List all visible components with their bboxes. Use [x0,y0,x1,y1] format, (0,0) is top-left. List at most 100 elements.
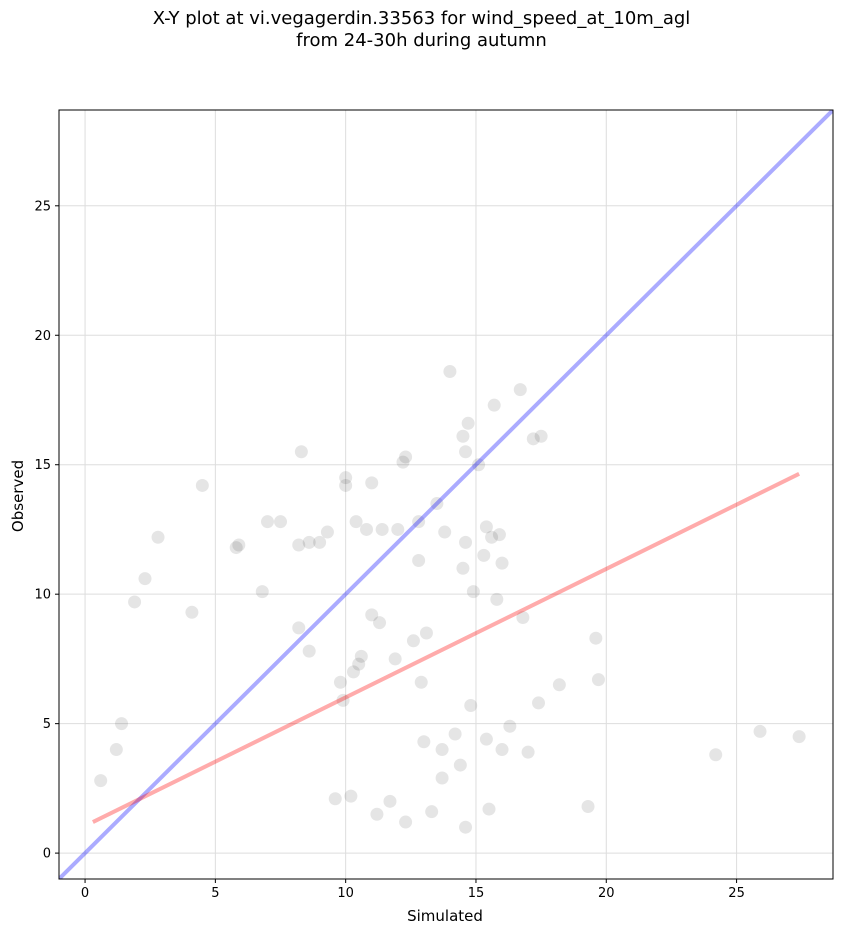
data-point [503,719,517,733]
data-point [109,743,123,757]
data-point [388,652,402,666]
data-point [435,771,449,785]
data-point [333,675,347,689]
data-point [552,678,566,692]
data-point [138,572,152,586]
data-point [477,548,491,562]
data-point [456,429,470,443]
data-point [456,561,470,575]
data-point [464,699,478,713]
x-tick-label: 25 [728,886,745,901]
y-tick-label: 25 [34,199,51,214]
data-point [438,525,452,539]
data-point [412,554,426,568]
data-point [336,693,350,707]
data-point [709,748,723,762]
y-axis-label: Observed [9,460,27,532]
data-point [255,585,269,599]
data-point [128,595,142,609]
data-points [94,365,806,834]
y-axis-ticks: 0 5 10 15 20 25 [34,199,59,862]
data-point [396,455,410,469]
chart-title-line-1: X-Y plot at vi.vegagerdin.33563 for wind… [152,8,691,29]
data-point [425,805,439,819]
data-point [443,365,457,379]
data-point [370,807,384,821]
data-point [302,535,316,549]
data-point [591,673,605,687]
data-point [373,616,387,630]
data-point [346,665,360,679]
data-point [419,626,433,640]
data-point [526,432,540,446]
data-point [302,644,316,658]
data-point [232,538,246,552]
data-point [383,794,397,808]
data-point [352,657,366,671]
data-point [294,445,308,459]
data-point [339,478,353,492]
data-point [453,758,467,772]
x-axis-label: Simulated [407,907,483,925]
identity-line [59,110,833,879]
data-point [466,585,480,599]
data-point [495,556,509,570]
data-point [399,450,413,464]
y-tick-label: 0 [43,847,51,862]
x-tick-label: 0 [81,886,89,901]
data-point [430,497,444,511]
data-point [479,520,493,534]
data-point [292,621,306,635]
x-tick-label: 10 [337,886,354,901]
x-tick-label: 20 [598,886,615,901]
data-point [532,696,546,710]
data-point [487,398,501,412]
data-point [412,515,426,529]
y-tick-label: 10 [34,588,51,603]
y-tick-label: 15 [34,458,51,473]
reference-lines [59,110,833,879]
data-point [274,515,288,529]
data-point [472,458,486,472]
data-point [521,745,535,759]
data-point [94,774,108,788]
grid-lines [59,110,833,879]
data-point [399,815,413,829]
x-axis-ticks: 0 5 10 15 20 25 [81,879,745,901]
data-point [360,522,374,536]
data-point [260,515,274,529]
data-point [354,649,368,663]
data-point [365,476,379,490]
data-point [365,608,379,622]
data-point [414,675,428,689]
y-tick-label: 20 [34,329,51,344]
data-point [753,724,767,738]
data-point [344,789,358,803]
regression-line [91,471,801,824]
data-point [151,530,165,544]
data-point [485,530,499,544]
data-point [482,802,496,816]
data-point [229,541,243,555]
data-point [435,743,449,757]
data-point [115,717,129,731]
data-point [185,605,199,619]
data-point [417,735,431,749]
data-point [292,538,306,552]
x-tick-label: 5 [211,886,219,901]
data-point [490,592,504,606]
data-point [459,820,473,834]
data-point [492,528,506,542]
data-point [448,727,462,741]
chart-title-line-2: from 24-30h during autumn [296,30,547,51]
data-point [375,522,389,536]
data-point [391,522,405,536]
data-point [320,525,334,539]
x-tick-label: 15 [468,886,485,901]
data-point [406,634,420,648]
data-point [349,515,363,529]
data-point [479,732,493,746]
plot-frame [58,109,834,880]
data-point [459,535,473,549]
